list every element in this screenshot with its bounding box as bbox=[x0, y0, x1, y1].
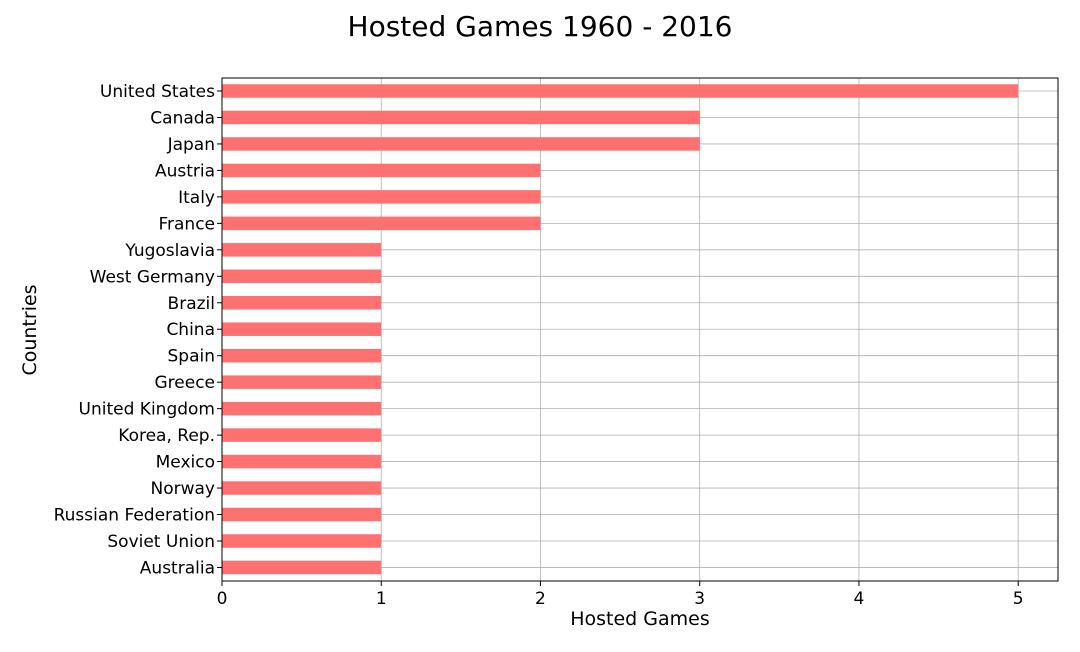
bar bbox=[222, 137, 700, 151]
y-tick-label: China bbox=[166, 320, 215, 340]
x-tick-label: 3 bbox=[694, 589, 705, 609]
y-tick-label: Japan bbox=[167, 135, 215, 155]
bar bbox=[222, 534, 382, 548]
y-tick-label: France bbox=[158, 214, 215, 234]
y-tick-label: Norway bbox=[151, 479, 216, 499]
y-tick-label: Russian Federation bbox=[54, 506, 215, 526]
bar bbox=[222, 401, 382, 416]
y-tick-label: Spain bbox=[168, 347, 216, 367]
bar bbox=[222, 216, 541, 231]
bar bbox=[222, 428, 382, 442]
x-tick-label: 0 bbox=[217, 589, 228, 609]
y-tick-label: Yugoslavia bbox=[124, 241, 215, 261]
y-axis-label: Countries bbox=[19, 284, 41, 375]
y-tick-label: Soviet Union bbox=[107, 532, 215, 552]
bar bbox=[222, 507, 382, 522]
x-axis-label: Hosted Games bbox=[570, 608, 710, 630]
y-tick-label: West Germany bbox=[90, 267, 215, 287]
x-tick-label: 4 bbox=[854, 589, 865, 609]
bar bbox=[222, 375, 382, 389]
y-tick-label: Austria bbox=[155, 161, 215, 181]
x-tick-label: 2 bbox=[535, 589, 546, 609]
bar bbox=[222, 110, 700, 125]
y-tick-label: Mexico bbox=[156, 453, 215, 473]
x-tick-label: 1 bbox=[376, 589, 387, 609]
y-tick-label: Brazil bbox=[168, 294, 215, 314]
bar bbox=[222, 243, 382, 257]
bar bbox=[222, 481, 382, 495]
bar bbox=[222, 322, 382, 336]
x-tick-label: 5 bbox=[1013, 589, 1024, 609]
bar bbox=[222, 84, 1019, 98]
y-tick-label: Italy bbox=[178, 188, 215, 208]
y-tick-label: United States bbox=[100, 82, 215, 102]
bar bbox=[222, 163, 541, 178]
y-tick-label: Korea, Rep. bbox=[118, 426, 215, 446]
bar bbox=[222, 454, 382, 469]
y-tick-label: Greece bbox=[154, 373, 215, 393]
y-tick-label: United Kingdom bbox=[79, 400, 215, 420]
ticks-layer: 0 1 2 3 4 5 United States Canada Japan Austria Ita… bbox=[54, 82, 1024, 609]
y-tick-label: Canada bbox=[150, 108, 215, 128]
bar bbox=[222, 560, 382, 575]
bar bbox=[222, 269, 382, 284]
y-tick-label: Australia bbox=[140, 558, 215, 578]
bar bbox=[222, 348, 382, 363]
bar bbox=[222, 190, 541, 204]
chart-title: Hosted Games 1960 - 2016 bbox=[348, 10, 733, 43]
bars-layer bbox=[222, 84, 1019, 575]
bar bbox=[222, 296, 382, 310]
